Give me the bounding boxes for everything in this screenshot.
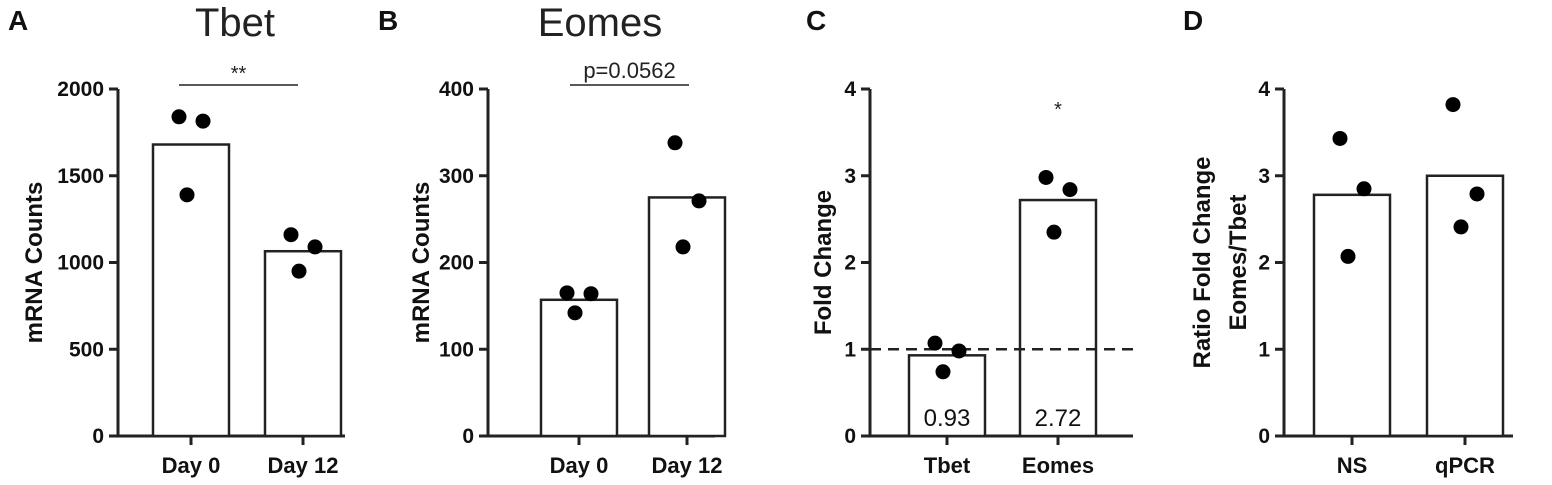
data-point [1038,169,1054,185]
panel-b: B Eomes 0 100 200 300 400 mRNA Counts Day 0 Day 1… [378,1,727,478]
x-tick-label: Day 12 [268,453,339,478]
y-axis-label: Ratio Fold Change Eomes/Tbet [1189,157,1252,369]
y-tick-label: 100 [439,338,474,361]
panel-a: A Tbet 0 500 1000 1500 2000 mRNA Counts Day 0 Day… [8,1,345,478]
x-tick-label: qPCR [1435,453,1495,478]
bar [539,298,619,438]
y-axis-label: mRNA Counts [408,182,435,344]
x-tick-label: Tbet [924,453,971,478]
x-tick-label: Day 12 [652,453,723,478]
bar [647,196,727,438]
panel-letter: D [1183,5,1203,36]
y-tick-label: 1000 [57,252,104,275]
chart-title: Tbet [195,1,275,45]
panel-letter: B [378,5,398,36]
bar [1018,198,1098,438]
y-tick-label: 3 [844,165,856,188]
y-axis-label-line: Eomes/Tbet [1225,194,1252,330]
y-tick-label: 300 [439,165,474,188]
x-tick-label: Day 0 [162,453,221,478]
bar-value-label: 0.93 [924,405,971,432]
x-tick-label: NS [1337,453,1368,478]
significance-label: p=0.0562 [583,58,675,83]
chart-title: Eomes [538,1,663,45]
data-point [1340,248,1356,264]
data-point [927,335,943,351]
y-tick-label: 2000 [57,78,104,101]
significance-label: * [1054,99,1062,121]
data-point [667,135,683,151]
data-point [951,343,967,359]
y-tick-label: 2 [1258,252,1270,275]
data-point [691,193,707,209]
data-point [1046,224,1062,240]
y-axis-label-line: Ratio Fold Change [1189,157,1216,369]
data-point [171,109,187,125]
y-tick-label: 1 [1258,338,1270,361]
y-axis-label: mRNA Counts [21,182,48,344]
y-tick-label: 4 [1258,78,1270,101]
y-tick-label: 4 [844,78,856,101]
y-tick-label: 1 [844,338,856,361]
data-point [1356,181,1372,197]
panel-c: C 0 1 2 3 4 Fold Change Tbet Eomes 0.93 2.72 * [806,5,1133,478]
y-axis-label: Fold Change [810,190,837,335]
data-point [559,285,575,301]
y-tick-label: 0 [844,425,856,448]
data-point [1332,130,1348,146]
y-tick-label: 2 [844,252,856,275]
data-point [195,113,211,129]
data-point [567,305,583,321]
data-point [583,286,599,302]
y-tick-label: 3 [1258,165,1270,188]
y-tick-label: 400 [439,78,474,101]
data-point [1453,219,1469,235]
data-point [935,364,951,380]
panel-letter: A [8,5,28,36]
data-point [283,227,299,243]
data-point [307,239,323,255]
data-point [1062,182,1078,198]
bar-value-label: 2.72 [1035,405,1082,432]
data-point [1445,97,1461,113]
data-point [179,187,195,203]
bar [1312,193,1392,438]
y-tick-label: 0 [92,425,104,448]
y-tick-label: 200 [439,252,474,275]
data-point [1469,186,1485,202]
panel-letter: C [806,5,826,36]
bar [1425,174,1505,438]
bar [151,143,231,438]
significance-label: ** [231,63,247,85]
x-tick-label: Eomes [1022,453,1094,478]
y-tick-label: 1500 [57,165,104,188]
bar [263,249,343,438]
data-point [675,239,691,255]
y-tick-label: 0 [1258,425,1270,448]
y-tick-label: 500 [69,338,104,361]
y-tick-label: 0 [462,425,474,448]
data-point [291,263,307,279]
panel-d: D 0 1 2 3 4 Ratio Fold Change Eomes/Tbet NS qPCR [1183,5,1513,478]
x-tick-label: Day 0 [550,453,609,478]
